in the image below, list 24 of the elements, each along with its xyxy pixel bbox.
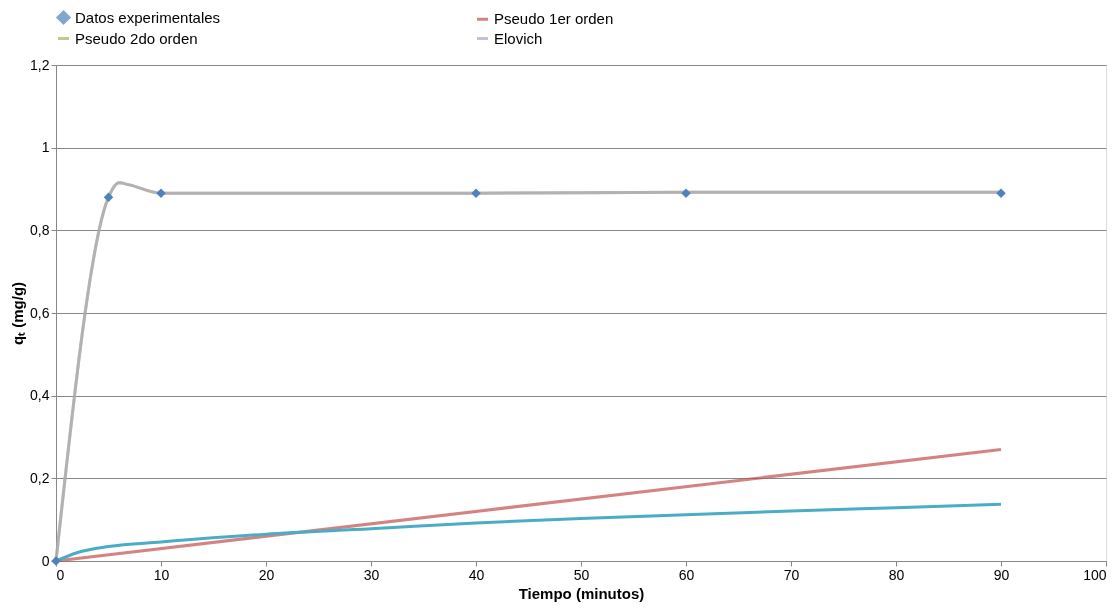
x-tick-label: 30 (363, 566, 380, 583)
x-tick-label: 0 (56, 566, 65, 583)
legend-label: Pseudo 1er orden (494, 10, 614, 28)
y-tick-label: 0,4 (30, 387, 50, 404)
y-tick-label: 0,8 (30, 221, 50, 238)
x-tick-label: 80 (888, 566, 905, 583)
x-tick-label: 70 (783, 566, 800, 583)
y-tick-label: 0,6 (30, 304, 50, 321)
legend-label: Elovich (494, 29, 543, 47)
x-tick-label: 10 (153, 566, 170, 583)
y-axis-title: qₜ (mg/g) (9, 281, 27, 346)
y-tick-label: 1,2 (30, 56, 50, 73)
y-tick-label: 0 (41, 552, 50, 569)
y-tick-label: 0,2 (30, 469, 50, 486)
x-tick-label: 20 (258, 566, 275, 583)
x-tick-label: 40 (468, 566, 485, 583)
legend-label: Pseudo 2do orden (75, 29, 198, 47)
x-tick-label: 50 (573, 566, 590, 583)
x-tick-label: 100 (1083, 566, 1107, 583)
y-tick-label: 1 (41, 139, 50, 156)
x-tick-label: 90 (993, 566, 1010, 583)
legend-label: Datos experimentales (75, 8, 221, 26)
x-axis-title: Tiempo (minutos) (518, 584, 645, 602)
x-tick-label: 60 (678, 566, 695, 583)
